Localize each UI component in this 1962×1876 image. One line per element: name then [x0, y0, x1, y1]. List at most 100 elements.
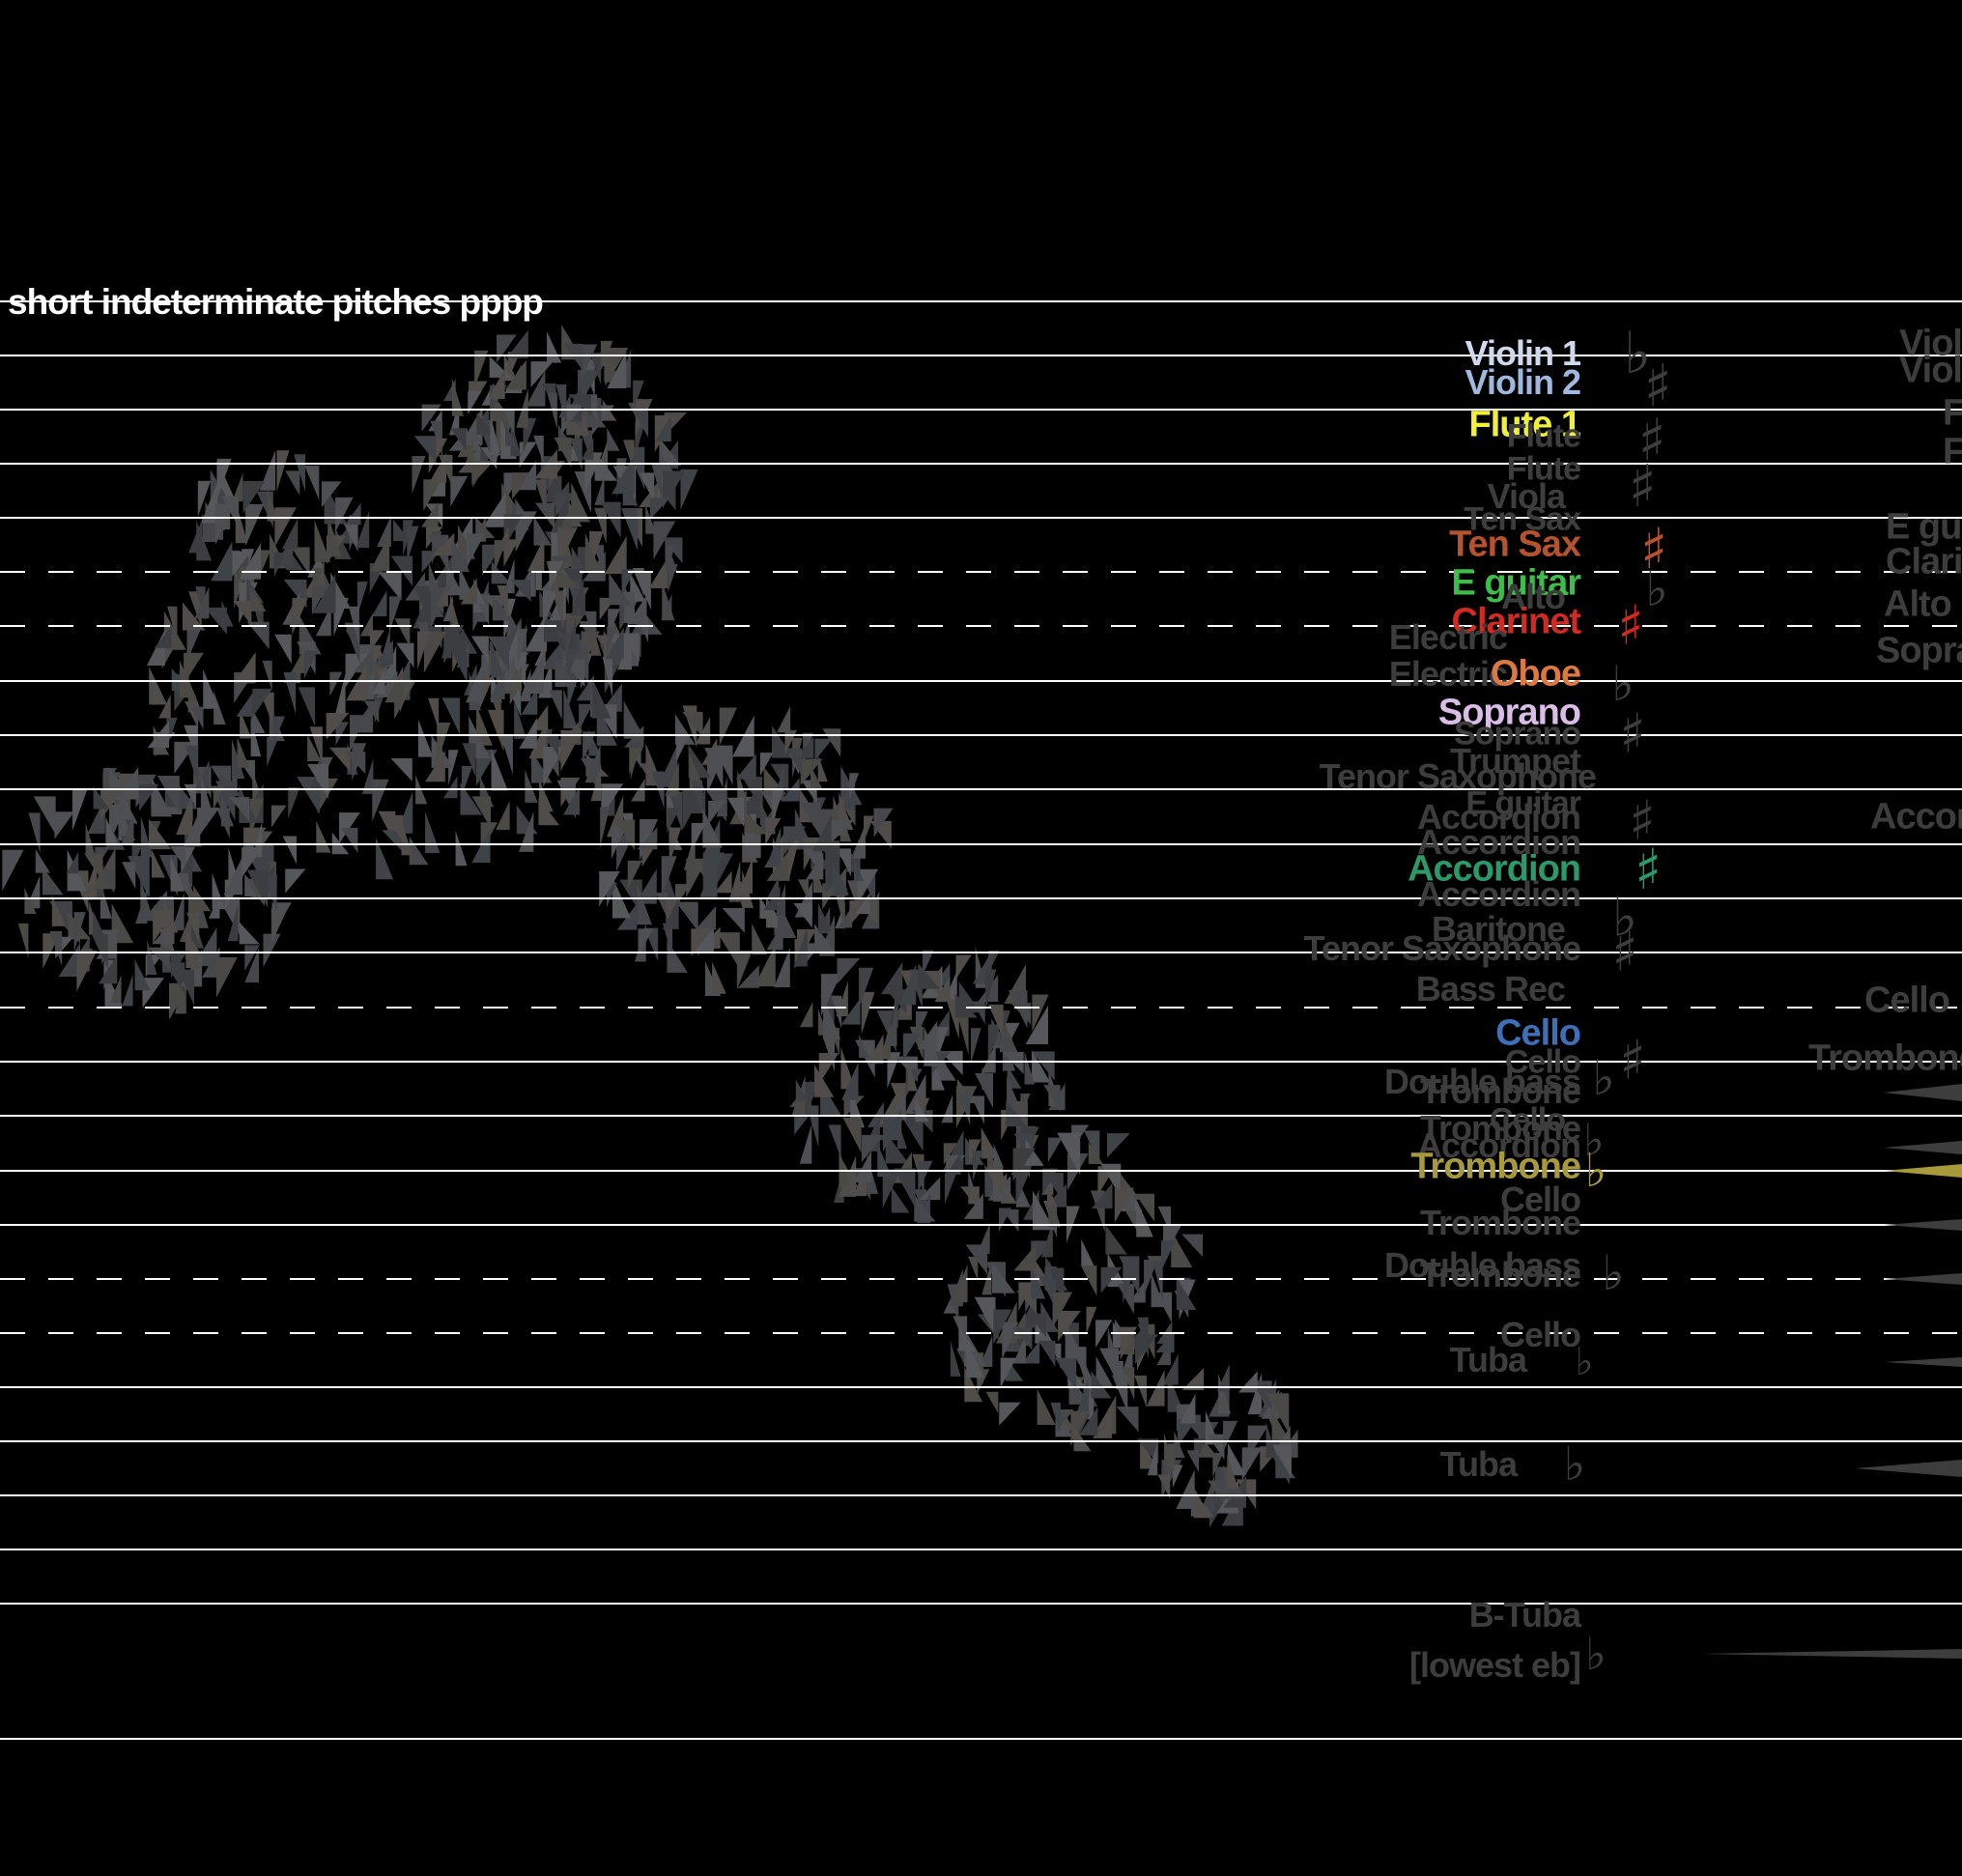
swarm-triangle — [312, 568, 324, 600]
swarm-triangle — [17, 923, 29, 959]
swarm-triangle — [641, 844, 657, 867]
swarm-triangle — [214, 503, 233, 545]
swarm-triangle — [793, 903, 812, 928]
swarm-triangle — [229, 797, 250, 822]
swarm-triangle — [588, 729, 602, 756]
swarm-triangle — [451, 651, 468, 683]
instrument-label: Accordion — [1416, 797, 1581, 837]
swarm-triangle — [239, 922, 260, 945]
swarm-triangle — [197, 480, 212, 518]
instrument-label: Clarinet — [1451, 601, 1581, 642]
swarm-triangle — [719, 707, 738, 747]
far-instrument-label: Violi — [1899, 350, 1962, 391]
swarm-triangle — [166, 718, 178, 750]
swarm-triangle — [285, 868, 306, 894]
swarm-triangle — [134, 959, 151, 991]
swarm-triangle — [151, 776, 173, 817]
swarm-triangle — [42, 867, 64, 895]
swarm-triangle — [1001, 1110, 1016, 1141]
swarm-triangle — [421, 551, 441, 573]
swarm-triangle — [915, 1010, 928, 1038]
swarm-triangle — [251, 707, 266, 733]
swarm-triangle — [853, 858, 865, 882]
swarm-triangle — [855, 893, 870, 915]
swarm-triangle — [390, 758, 412, 782]
swarm-triangle — [171, 951, 188, 979]
swarm-triangle — [657, 745, 678, 787]
swarm-triangle — [950, 1340, 961, 1377]
swarm-triangle — [1216, 1364, 1230, 1392]
sustain-wedge — [1700, 1649, 1962, 1659]
swarm-triangle — [1212, 1453, 1224, 1477]
swarm-triangle — [497, 334, 517, 363]
swarm-triangle — [613, 819, 636, 851]
swarm-triangle — [71, 788, 88, 832]
swarm-triangle — [759, 753, 774, 777]
sharp-icon: ♯ — [1634, 837, 1663, 902]
far-instrument-label: Clari — [1886, 541, 1962, 583]
instrument-label: Cello — [1504, 1043, 1581, 1081]
swarm-triangle — [417, 631, 431, 669]
swarm-triangle — [424, 751, 445, 782]
swarm-triangle — [609, 573, 631, 606]
swarm-triangle — [216, 458, 232, 499]
swarm-triangle — [425, 810, 441, 854]
swarm-triangle — [714, 870, 732, 894]
swarm-triangle — [813, 1065, 835, 1097]
swarm-triangle — [563, 343, 583, 372]
swarm-triangle — [1045, 1173, 1064, 1205]
swarm-triangle — [1006, 1099, 1028, 1127]
swarm-triangle — [772, 788, 784, 826]
swarm-triangle — [285, 470, 300, 497]
swarm-triangle — [335, 672, 346, 714]
swarm-triangle — [135, 887, 148, 924]
swarm-triangle — [421, 501, 439, 527]
swarm-triangle — [451, 536, 470, 572]
swarm-triangle — [820, 1081, 842, 1117]
swarm-triangle — [233, 600, 252, 626]
swarm-triangle — [1070, 1410, 1090, 1446]
swarm-triangle — [538, 798, 560, 826]
instrument-label: E guitar — [1465, 784, 1581, 822]
swarm-triangle — [427, 697, 440, 730]
swarm-triangle — [174, 686, 192, 712]
swarm-triangle — [1167, 1443, 1180, 1484]
swarm-triangle — [777, 705, 791, 733]
swarm-triangle — [192, 760, 210, 794]
swarm-triangle — [607, 626, 617, 654]
swarm-triangle — [861, 1134, 884, 1163]
swarm-triangle — [1135, 1193, 1155, 1222]
swarm-triangle — [549, 560, 564, 591]
swarm-triangle — [33, 796, 56, 836]
swarm-triangle — [333, 597, 349, 637]
swarm-triangle — [955, 954, 972, 980]
swarm-triangle — [304, 650, 319, 679]
swarm-triangle — [1040, 1221, 1053, 1258]
swarm-triangle — [240, 709, 252, 739]
swarm-triangle — [974, 1296, 996, 1337]
swarm-triangle — [215, 956, 238, 998]
swarm-triangle — [298, 687, 316, 726]
swarm-triangle — [370, 533, 390, 572]
far-instrument-label: Accor — [1870, 796, 1962, 838]
swarm-triangle — [645, 504, 657, 534]
sharp-icon: ♯ — [1643, 353, 1672, 420]
instrument-label: Electric — [1388, 654, 1508, 694]
swarm-triangle — [980, 1335, 993, 1367]
swarm-triangle — [632, 568, 644, 597]
instrument-label: Cello — [1499, 1180, 1581, 1219]
swarm-triangle — [1135, 1334, 1158, 1364]
swarm-triangle — [964, 1366, 983, 1403]
swarm-triangle — [233, 651, 256, 684]
swarm-triangle — [774, 947, 790, 987]
swarm-triangle — [521, 687, 538, 715]
swarm-triangle — [635, 399, 653, 438]
swarm-triangle — [594, 475, 605, 505]
swarm-triangle — [503, 666, 523, 691]
swarm-triangle — [1134, 1375, 1148, 1408]
swarm-triangle — [232, 472, 243, 502]
flat-icon: ♭ — [1584, 1144, 1607, 1198]
swarm-triangle — [335, 497, 354, 532]
instrument-label: Flute — [1506, 417, 1581, 455]
